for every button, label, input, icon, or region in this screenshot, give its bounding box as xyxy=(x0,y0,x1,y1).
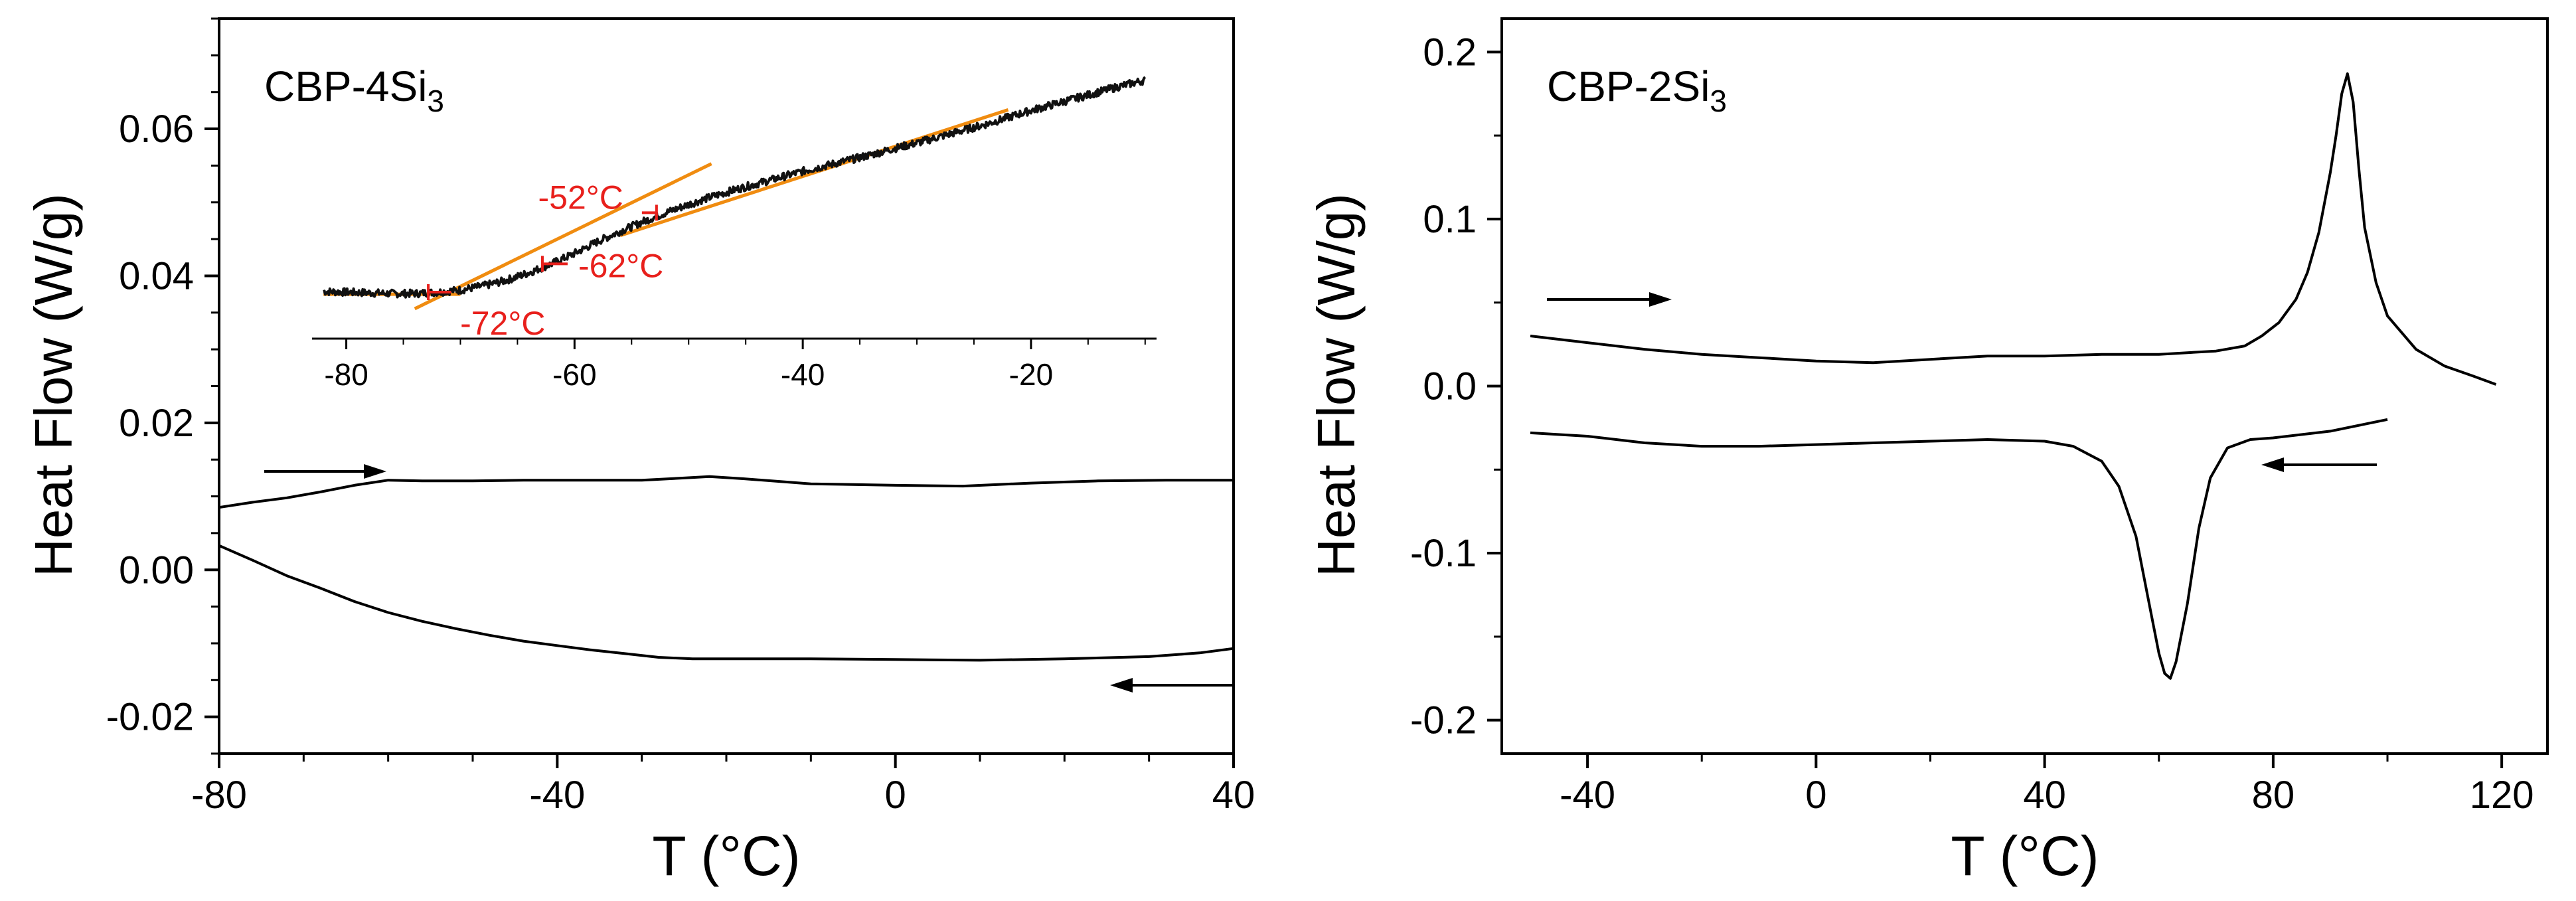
inset-x-tick-label: -80 xyxy=(324,357,368,392)
inset-fit-line-2 xyxy=(619,108,1009,238)
left-series-cooling xyxy=(218,544,1234,662)
right-x-tick-label: 0 xyxy=(1805,774,1826,817)
right-x-tick-label: 120 xyxy=(2470,774,2534,817)
left-x-tick-label: 0 xyxy=(885,774,906,817)
right-cooling-arrow-head xyxy=(2261,457,2284,472)
right-x-tick-label: 80 xyxy=(2252,774,2295,817)
left-chart-panel: -80 -40 0 40-0.020.000.020.040.06 CBP-4Si3 … xyxy=(24,17,1255,887)
left-heating-arrow-head xyxy=(364,464,386,479)
inset-chart: -80 -60 -40 -20 -52°C -62°C -72°C xyxy=(312,76,1157,392)
left-title-subscript: 3 xyxy=(427,84,444,118)
right-y-tick-label: 0.0 xyxy=(1423,365,1477,408)
right-series-heating xyxy=(1530,72,2497,386)
left-x-axis-label: T (°C) xyxy=(652,825,800,887)
left-plot-frame xyxy=(218,17,1235,755)
right-y-tick-label: 0.2 xyxy=(1423,31,1477,74)
right-chart-title: CBP-2Si3 xyxy=(1547,62,1727,118)
left-x-tick-label: -80 xyxy=(191,774,247,817)
right-y-tick-label: -0.1 xyxy=(1410,532,1477,575)
right-x-axis-label: T (°C) xyxy=(1951,825,2099,887)
left-y-tick-label: 0.02 xyxy=(119,402,194,445)
inset-annotations: -52°C -62°C -72°C xyxy=(427,179,663,342)
right-x-tick-label: 40 xyxy=(2023,774,2066,817)
inset-x-tick-label: -40 xyxy=(781,357,825,392)
left-series-group xyxy=(218,475,1234,662)
inset-x-axis: -80 -60 -40 -20 xyxy=(312,337,1157,392)
right-title-subscript: 3 xyxy=(1710,84,1727,118)
inset-annotation-marker xyxy=(641,205,658,221)
left-x-tick-label: 40 xyxy=(1212,774,1255,817)
left-y-axis-label: Heat Flow (W/g) xyxy=(24,193,83,577)
right-direction-arrows xyxy=(1547,292,2377,472)
inset-x-tick-label: -20 xyxy=(1009,357,1053,392)
inset-annotation-marker xyxy=(540,256,568,272)
inset-annotation-label: -52°C xyxy=(538,179,623,216)
inset-annotation-label: -72°C xyxy=(460,305,545,342)
left-axis-ticks: -80 -40 0 40 -0.02 0.00 0.02 0.04 0.06 xyxy=(106,17,1255,817)
inset-annotation-marker xyxy=(427,284,451,300)
right-x-tick-label: -40 xyxy=(1560,774,1615,817)
right-heating-arrow-head xyxy=(1649,292,1672,307)
inset-annotation-label: -62°C xyxy=(578,247,663,284)
right-y-tick-label: -0.2 xyxy=(1410,699,1477,742)
inset-x-tick-label: -60 xyxy=(552,357,596,392)
left-x-tick-label: -40 xyxy=(529,774,585,817)
right-axis-ticks: -40 0 40 80 120 -0.2 -0.1 0.0 0.1 0.2 xyxy=(1410,31,2534,817)
left-y-tick-label: 0.00 xyxy=(119,548,194,592)
left-series-heating xyxy=(218,475,1234,509)
left-direction-arrows xyxy=(264,464,1234,693)
right-chart-panel: -40 0 40 80 120 -0.2 -0.1 0.0 0.1 0.2 CBP-2Si3 T … xyxy=(1307,17,2549,887)
left-y-tick-label: 0.06 xyxy=(119,108,194,151)
left-chart-title: CBP-4Si3 xyxy=(264,62,444,118)
left-y-tick-label: -0.02 xyxy=(106,696,194,739)
inset-fit-lines xyxy=(323,108,1009,311)
right-series-group xyxy=(1530,72,2497,680)
right-y-tick-label: 0.1 xyxy=(1423,198,1477,241)
right-plot-frame xyxy=(1500,17,2549,755)
inset-trace-group xyxy=(323,76,1147,299)
inset-dsc-trace xyxy=(323,76,1147,299)
left-cooling-arrow-head xyxy=(1110,678,1133,693)
left-y-tick-label: 0.04 xyxy=(119,254,194,297)
inset-fit-line-1 xyxy=(414,162,712,311)
right-series-cooling xyxy=(1530,418,2388,680)
right-y-axis-label: Heat Flow (W/g) xyxy=(1307,193,1366,577)
